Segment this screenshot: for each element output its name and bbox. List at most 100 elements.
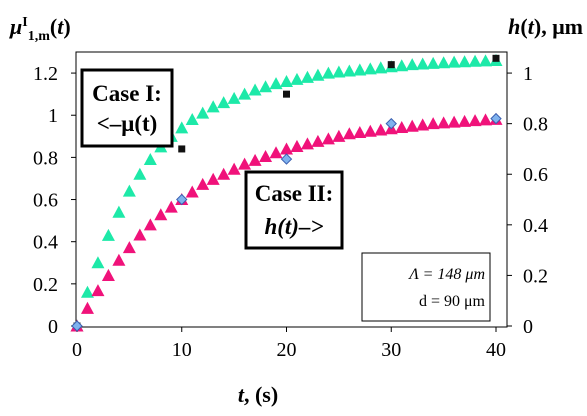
right-tick-label: 0.4: [523, 215, 548, 237]
series-3-point: [363, 124, 377, 137]
series-1-point: [468, 54, 482, 67]
series-1-point: [122, 184, 136, 197]
series-3-point: [122, 241, 136, 254]
series-3-point: [342, 127, 356, 140]
right-tick-label: 0.2: [523, 265, 548, 287]
series-1-point: [217, 96, 231, 109]
series-1-point: [91, 256, 105, 269]
series-3-point: [101, 268, 115, 281]
series-3-point: [185, 185, 199, 198]
series-3-point: [458, 114, 472, 127]
series-1-point: [479, 54, 493, 67]
x-tick-label: 0: [72, 339, 82, 361]
series-3-point: [479, 113, 493, 126]
series-1-point: [143, 152, 157, 166]
series-4-point: [490, 112, 502, 125]
series-1-point: [374, 61, 388, 74]
series-4-point: [280, 153, 293, 165]
case2-line1: Case II:: [255, 181, 334, 206]
series-1-point: [206, 100, 220, 113]
series-3-point: [196, 177, 210, 190]
series-3-point: [227, 162, 241, 175]
series-3-point: [416, 118, 430, 131]
series-1-point: [363, 62, 377, 75]
series-3-point: [248, 153, 262, 166]
series-1-point: [112, 205, 126, 218]
left-tick-label: 1: [48, 105, 58, 127]
right-tick-label: 1: [523, 63, 533, 85]
series-2-point: [283, 90, 290, 98]
series-3-point: [426, 117, 440, 130]
series-3-point: [217, 167, 231, 180]
series-3-point: [321, 132, 335, 145]
lambda-text: Λ = 148 μm: [407, 266, 485, 283]
series-3-point: [154, 208, 168, 221]
series-3-point: [395, 120, 409, 133]
series-1-point: [290, 72, 304, 85]
case1-line2: <–μ(t): [97, 111, 158, 136]
series-4-point: [385, 117, 397, 130]
series-3-point: [332, 129, 346, 142]
series-3-point: [238, 157, 252, 170]
left-axis-title: μI1,m(t): [9, 14, 71, 44]
series-3-point: [300, 137, 314, 150]
series-1-point: [227, 91, 241, 104]
series-1-point: [133, 167, 147, 180]
series-1-point: [300, 70, 314, 83]
case2-box: Case II: h(t)–>: [244, 170, 344, 250]
series-3-point: [164, 200, 178, 213]
x-tick-label: 40: [486, 339, 506, 361]
series-3-point: [133, 228, 147, 241]
series-1-point: [248, 83, 262, 96]
series-1-point: [437, 56, 451, 69]
series-1-point: [238, 87, 252, 100]
series-1-point: [416, 57, 430, 70]
x-axis-title: t, (s): [238, 382, 278, 407]
series-4-point: [71, 320, 83, 332]
left-tick-label: 0.2: [33, 274, 58, 296]
series-2-point: [387, 61, 395, 69]
right-tick-label: 0.6: [523, 164, 548, 186]
series-3-point: [143, 218, 157, 231]
parameter-box: Λ = 148 μm d = 90 μm: [361, 252, 491, 322]
series-3-point: [311, 134, 325, 147]
left-tick-label: 0.6: [33, 190, 58, 212]
plot-frame: [75, 51, 508, 328]
series-1-point: [447, 55, 461, 68]
right-axis-title: h(t), μm: [508, 14, 583, 39]
series-3-point: [353, 126, 367, 139]
series-1-point: [395, 59, 409, 72]
series-3-point: [80, 301, 94, 314]
series-1-point: [405, 58, 419, 71]
series-1-point: [311, 68, 325, 81]
left-tick-label: 0.4: [33, 232, 58, 254]
d-text: d = 90 μm: [419, 293, 486, 310]
series-3-point: [290, 139, 304, 152]
series-1-point: [280, 75, 293, 88]
series-1-point: [353, 63, 367, 76]
series-1-point: [259, 80, 273, 93]
series-1-point: [101, 228, 115, 241]
left-tick-label: 0: [48, 316, 58, 338]
series-1-point: [80, 285, 94, 298]
series-3-point: [280, 142, 293, 155]
series-3-point: [112, 253, 126, 266]
series-3-point: [269, 146, 283, 159]
series-1-point: [175, 121, 189, 134]
series-2-point: [178, 145, 186, 153]
x-tick-label: 30: [381, 339, 401, 361]
series-1-point: [321, 66, 335, 79]
left-tick-label: 0.8: [33, 147, 58, 169]
right-tick-label: 0.8: [523, 114, 548, 136]
series-1-point: [185, 112, 199, 125]
case1-box: Case I: <–μ(t): [80, 68, 174, 148]
series-1-point: [196, 106, 210, 119]
series-3-point: [259, 150, 273, 163]
series-3-point: [437, 116, 451, 129]
series-3-point: [91, 284, 105, 297]
series-2-point: [492, 54, 500, 62]
series-3-point: [468, 114, 482, 127]
series-1-point: [332, 65, 346, 78]
left-tick-label: 1.2: [33, 63, 58, 85]
